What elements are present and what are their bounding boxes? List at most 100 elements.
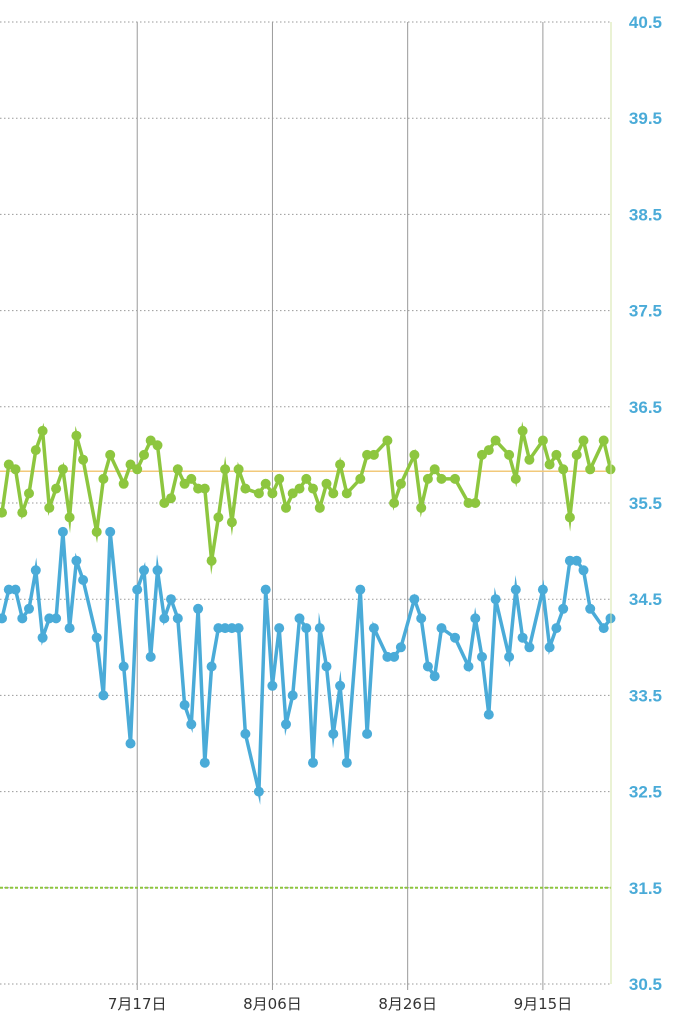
data-point (30, 565, 41, 576)
data-point (470, 498, 481, 508)
data-point (57, 526, 68, 537)
y-tick-label: 39.5 (629, 109, 662, 128)
data-point (233, 464, 244, 475)
y-tick-label: 32.5 (629, 783, 662, 802)
y-axis: 40.5 39.5 38.5 37.5 36.5 35.5 34.5 33.5 32.5 31.5… (610, 13, 662, 994)
data-point (341, 757, 352, 768)
data-point (37, 425, 48, 436)
data-point (598, 623, 609, 634)
data-point (139, 449, 149, 460)
data-point (409, 594, 420, 605)
data-point (206, 661, 217, 672)
data-point (152, 440, 163, 451)
data-point (213, 512, 224, 523)
data-point (389, 651, 400, 662)
data-point (544, 459, 555, 470)
data-point (57, 464, 68, 475)
data-point (240, 483, 251, 494)
data-point (436, 623, 447, 634)
data-point (24, 603, 34, 614)
data-point (504, 651, 515, 662)
data-point (389, 498, 400, 508)
data-point (463, 661, 474, 672)
series-group (0, 421, 616, 575)
data-point (64, 623, 75, 634)
data-point (267, 488, 278, 499)
data-point (517, 425, 528, 436)
data-point (166, 594, 176, 605)
data-point (24, 488, 34, 499)
data-point (490, 435, 501, 446)
data-point (422, 473, 433, 484)
data-point (206, 555, 217, 566)
data-point (490, 594, 501, 605)
data-point (544, 642, 555, 653)
series-line (0, 421, 613, 575)
data-point (483, 709, 494, 720)
data-point (172, 613, 183, 624)
data-point (51, 613, 62, 624)
data-point (558, 464, 569, 475)
data-point (98, 690, 109, 701)
data-point (477, 651, 487, 662)
data-point (314, 502, 325, 513)
data-point (226, 517, 237, 528)
data-point (172, 464, 183, 475)
data-point (382, 435, 393, 446)
data-point (98, 473, 109, 484)
data-point (578, 435, 589, 446)
data-point (105, 449, 116, 460)
data-point (44, 502, 55, 513)
data-point (220, 464, 231, 475)
x-tick-label: 8月06日 (243, 995, 302, 1013)
data-point (537, 435, 548, 446)
data-point (132, 584, 143, 595)
data-point (274, 623, 285, 634)
data-point (524, 642, 535, 653)
data-point (281, 719, 291, 730)
data-point (30, 445, 41, 456)
data-point (152, 565, 163, 576)
data-point (132, 464, 143, 475)
data-point (368, 623, 379, 634)
data-point (199, 483, 210, 494)
data-point (71, 555, 82, 566)
data-point (240, 728, 251, 739)
data-point (308, 483, 318, 494)
data-point (422, 661, 433, 672)
data-point (301, 473, 312, 484)
data-point (328, 488, 339, 499)
data-point (355, 584, 366, 595)
data-point (321, 478, 332, 489)
y-tick-label: 34.5 (629, 590, 662, 609)
data-point (253, 488, 264, 499)
data-point (416, 502, 427, 513)
data-point (118, 478, 129, 489)
data-point (537, 584, 548, 595)
data-point (0, 507, 7, 518)
data-point (510, 473, 521, 484)
data-point (308, 757, 318, 768)
data-point (64, 512, 75, 523)
data-point (341, 488, 352, 499)
data-point (78, 575, 89, 585)
data-point (321, 661, 332, 672)
data-point (335, 459, 346, 470)
data-point (10, 464, 21, 475)
data-point (436, 473, 447, 484)
data-point (145, 651, 156, 662)
y-tick-label: 38.5 (629, 205, 662, 224)
x-tick-label: 9月15日 (514, 995, 573, 1013)
y-tick-label: 33.5 (629, 686, 662, 705)
data-point (355, 473, 366, 484)
data-point (395, 642, 406, 653)
data-point (179, 700, 190, 710)
data-point (105, 526, 116, 537)
data-point (429, 671, 440, 682)
data-point (186, 473, 197, 484)
data-point (10, 584, 21, 595)
y-tick-label: 35.5 (629, 494, 662, 513)
data-point (551, 623, 562, 634)
data-point (558, 603, 569, 614)
data-point (260, 478, 271, 489)
